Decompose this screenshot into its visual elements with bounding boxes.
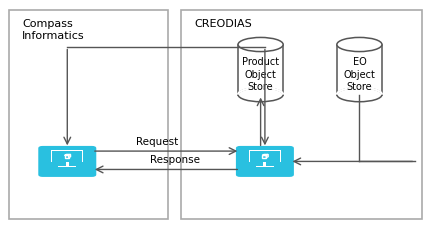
Bar bbox=[336, 45, 381, 95]
Bar bbox=[237, 45, 283, 95]
Bar bbox=[263, 162, 266, 166]
Polygon shape bbox=[68, 155, 71, 158]
Polygon shape bbox=[266, 155, 267, 158]
Polygon shape bbox=[64, 155, 68, 158]
Ellipse shape bbox=[336, 88, 381, 102]
Bar bbox=[66, 162, 69, 166]
FancyBboxPatch shape bbox=[51, 150, 83, 162]
FancyBboxPatch shape bbox=[9, 10, 168, 219]
Text: VM: VM bbox=[58, 179, 76, 189]
FancyBboxPatch shape bbox=[181, 10, 421, 219]
Text: VM: VM bbox=[255, 179, 273, 189]
FancyBboxPatch shape bbox=[235, 146, 293, 177]
FancyBboxPatch shape bbox=[249, 150, 280, 162]
Text: Compass
Informatics: Compass Informatics bbox=[22, 19, 85, 41]
Ellipse shape bbox=[336, 37, 381, 52]
Text: Request: Request bbox=[136, 137, 178, 147]
FancyBboxPatch shape bbox=[52, 151, 82, 162]
Ellipse shape bbox=[237, 88, 283, 102]
Text: Product
Object
Store: Product Object Store bbox=[242, 57, 279, 92]
Text: CREODIAS: CREODIAS bbox=[194, 19, 251, 29]
FancyBboxPatch shape bbox=[38, 146, 96, 177]
Ellipse shape bbox=[237, 37, 283, 52]
FancyBboxPatch shape bbox=[249, 151, 279, 162]
Bar bbox=[58, 166, 76, 167]
Text: Response: Response bbox=[149, 155, 199, 165]
Polygon shape bbox=[261, 155, 266, 158]
Bar bbox=[255, 166, 273, 167]
Text: EO
Object
Store: EO Object Store bbox=[343, 57, 375, 92]
